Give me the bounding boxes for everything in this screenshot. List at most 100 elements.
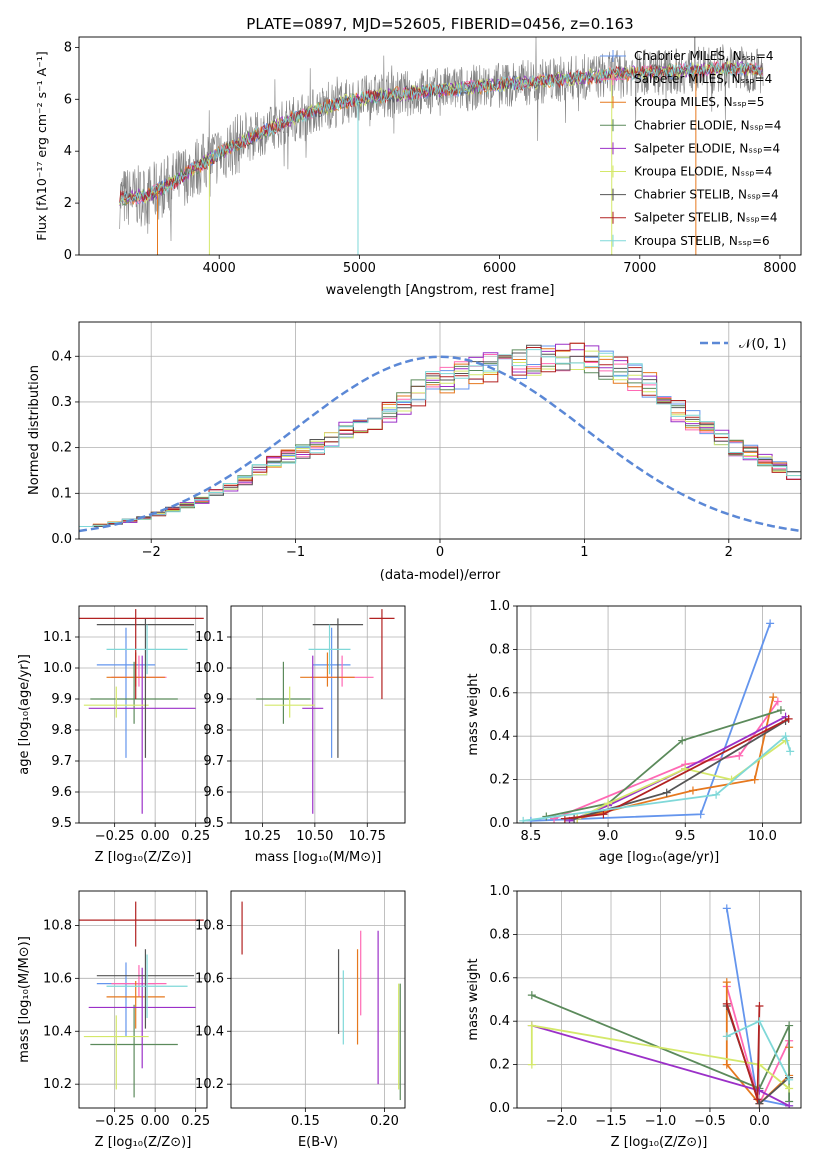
series-marker	[755, 1060, 764, 1069]
series-lines	[519, 619, 795, 823]
y-tick-label: 9.6	[51, 785, 72, 800]
tick-group: −0.25 0.00 0.25 9.5 9.6 9.7 9.8 9.9 10.0 10.1	[43, 606, 210, 844]
panel-age-vs-z: −0.25 0.00 0.25 9.5 9.6 9.7 9.8 9.9 10.0 10.1 Z [l…	[17, 605, 210, 865]
histogram-series	[79, 349, 801, 527]
errorbar-point	[312, 627, 351, 758]
tick-group: 0.15 0.20 10.2 10.4 10.6 10.8	[195, 891, 405, 1129]
y-tick-label: 8	[64, 40, 72, 55]
y-tick-label: 10.4	[43, 1024, 72, 1039]
y-tick-label: 0.0	[489, 816, 510, 831]
x-tick-label: 0	[436, 545, 444, 560]
y-tick-label: 10.8	[43, 918, 72, 933]
series-marker	[527, 1021, 536, 1030]
x-tick-label: −1.0	[645, 1114, 677, 1129]
y-tick-label: 10.6	[195, 971, 224, 986]
x-tick-label: −0.25	[95, 829, 135, 844]
errorbar-point	[111, 655, 167, 687]
x-tick-label: 7000	[623, 261, 656, 276]
errorbar-point	[106, 624, 188, 675]
tick-group: −0.25 0.00 0.25 10.2 10.4 10.6 10.8	[43, 891, 210, 1129]
y-tick-label: 9.8	[203, 723, 224, 738]
errorbar-point	[264, 686, 315, 718]
x-tick-label: −2	[142, 545, 161, 560]
y-tick-label: 9.9	[51, 692, 72, 707]
y-tick-label: 10.2	[43, 1077, 72, 1092]
x-axis-label: age [log₁₀(age/yr)]	[599, 850, 720, 865]
y-tick-label: 10.0	[195, 661, 224, 676]
errorbar-point	[79, 609, 204, 699]
series-marker	[773, 697, 782, 706]
y-axis-label: mass weight	[466, 958, 481, 1040]
x-axis-label: mass [log₁₀(M/M⊙)]	[255, 850, 382, 865]
series-marker	[722, 999, 731, 1008]
y-axis-label: mass [log₁₀(M/M⊙)]	[17, 936, 32, 1063]
axes-frame	[230, 890, 406, 1109]
y-tick-label: 10.4	[195, 1024, 224, 1039]
x-tick-label: 10.75	[349, 829, 386, 844]
errorbars	[79, 609, 204, 814]
series-marker	[662, 788, 671, 797]
y-tick-label: 0.3	[51, 395, 72, 410]
legend-label: 𝒩(0, 1)	[739, 337, 786, 352]
y-tick-label: 9.8	[51, 723, 72, 738]
axes-frame	[78, 890, 208, 1109]
legend: 𝒩(0, 1)	[700, 337, 786, 352]
y-tick-label: 1.0	[489, 884, 510, 899]
y-tick-label: 0.2	[489, 773, 510, 788]
x-tick-label: 0.0	[749, 1114, 770, 1129]
x-tick-label: 0.25	[181, 1114, 210, 1129]
y-tick-label: 0.4	[51, 349, 72, 364]
axes-frame	[78, 321, 802, 540]
series-marker	[785, 1084, 794, 1093]
x-axis-label: E(B-V)	[298, 1135, 338, 1150]
series-marker	[722, 978, 731, 987]
legend-label: Chabrier STELIB, Nₛₛₚ=4	[634, 188, 779, 202]
x-axis-label: (data-model)/error	[380, 568, 501, 583]
legend: Chabrier MILES, Nₛₛₚ=4 Salpeter MILES, Nₛ…	[600, 49, 781, 248]
axes-frame	[78, 605, 208, 824]
series-marker	[755, 1017, 764, 1026]
x-tick-label: −1.5	[595, 1114, 627, 1129]
legend-label: Salpeter ELODIE, Nₛₛₚ=4	[634, 141, 780, 155]
panel-spectrum: 4000 5000 6000 7000 8000 0 2 4 6 8 Chabrier MILES,…	[34, 36, 802, 298]
errorbar-point	[90, 661, 178, 724]
errorbar-point	[369, 609, 395, 699]
errorbar-point	[83, 686, 149, 718]
series-marker	[785, 1021, 794, 1030]
y-tick-label: 0.6	[489, 686, 510, 701]
x-tick-label: 0.00	[141, 1114, 170, 1129]
x-tick-label: 2	[725, 545, 733, 560]
series-marker	[735, 751, 744, 760]
series-line	[576, 696, 775, 820]
x-tick-label: 0.15	[291, 1114, 320, 1129]
spectrum-lines	[119, 37, 764, 255]
series-line	[530, 1024, 790, 1090]
series-marker	[781, 732, 790, 741]
errorbars	[256, 609, 395, 814]
y-tick-label: 0.4	[489, 1014, 510, 1029]
series-line	[530, 623, 771, 822]
series-marker	[750, 775, 759, 784]
y-axis-label: mass weight	[466, 673, 481, 755]
series-marker	[755, 1099, 764, 1108]
series-marker	[519, 816, 528, 823]
series-marker	[678, 736, 687, 745]
series-marker	[755, 1002, 764, 1011]
x-tick-label: 0.25	[181, 829, 210, 844]
errorbar-point	[88, 655, 196, 814]
x-tick-label: 10.50	[296, 829, 333, 844]
x-tick-label: 0.00	[141, 829, 170, 844]
series-marker	[527, 1060, 536, 1069]
x-tick-label: 8.5	[521, 829, 542, 844]
y-tick-label: 0	[64, 248, 72, 263]
y-tick-label: 9.9	[203, 692, 224, 707]
axes-frame	[516, 605, 802, 824]
x-tick-label: 9.5	[675, 829, 696, 844]
series-marker	[722, 1032, 731, 1041]
x-tick-label: 1	[580, 545, 588, 560]
tick-group: 10.25 10.50 10.75 9.5 9.6 9.7 9.8 9.9 10.0 10.1	[195, 606, 405, 844]
axes-frame	[230, 605, 406, 824]
y-tick-label: 9.6	[203, 785, 224, 800]
panel-mass-vs-z: −0.25 0.00 0.25 10.2 10.4 10.6 10.8 Z [log₁₀(Z/…	[17, 890, 210, 1150]
